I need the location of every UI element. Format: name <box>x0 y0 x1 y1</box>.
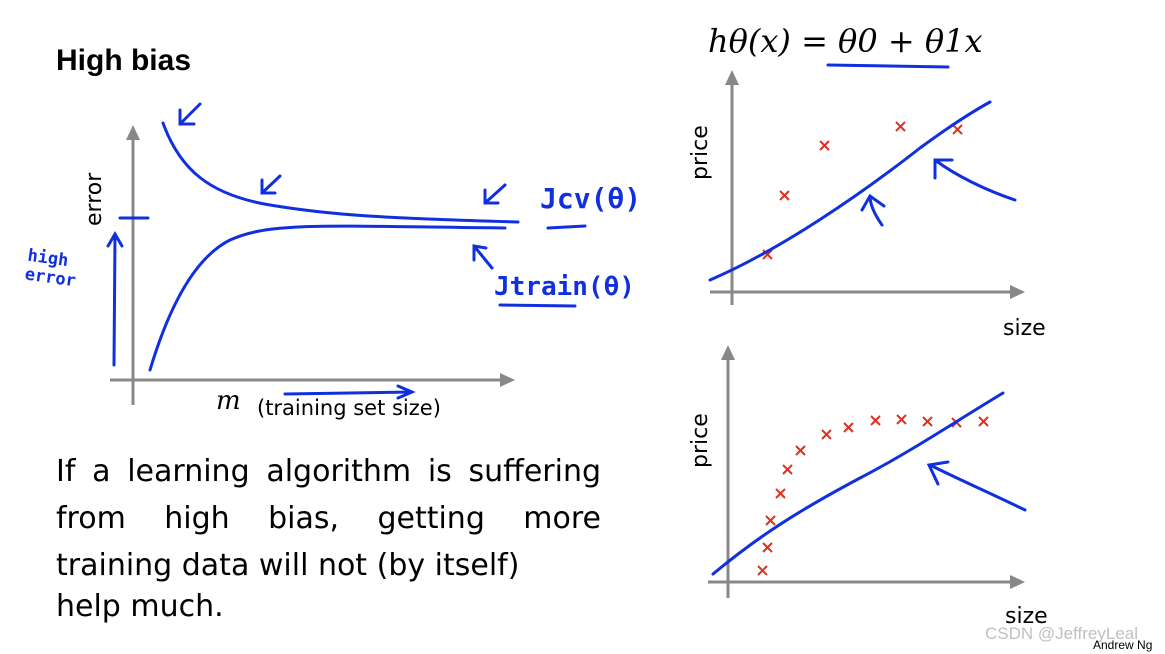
slide-title: High bias <box>56 44 192 77</box>
error-axis-arrowhead <box>126 125 140 140</box>
top-fit-line <box>708 100 992 282</box>
caption-text: If a learning algorithm is suffering fro… <box>56 454 601 583</box>
data-point <box>952 124 963 135</box>
jcv-curve <box>161 121 520 224</box>
cv-end-pointer-icon <box>483 183 507 205</box>
data-point <box>775 488 786 499</box>
caption-last-line: help much. <box>56 589 224 624</box>
data-point <box>762 542 773 553</box>
high-error-note: high error <box>24 246 80 292</box>
data-point <box>895 121 906 132</box>
top-fit-arrow-icon <box>860 193 886 227</box>
error-axis-label: error <box>82 172 107 226</box>
data-point <box>922 416 933 427</box>
bottom-fit-pointer-icon <box>926 460 1027 512</box>
jtrain-underline <box>498 303 577 308</box>
data-point <box>779 190 790 201</box>
data-point <box>765 515 776 526</box>
training-size-arrow <box>283 384 416 400</box>
hypothesis-underline <box>826 63 950 69</box>
cv-start-pointer-icon <box>178 102 202 126</box>
top-fit-pointer-icon <box>933 158 1017 202</box>
bottom-fit-line <box>711 391 1005 576</box>
high-error-arrow <box>106 231 124 367</box>
data-point <box>896 414 907 425</box>
bottom-size-label: size <box>1005 604 1048 629</box>
bottom-price-label: price <box>688 413 713 468</box>
train-end-pointer-icon <box>472 244 494 270</box>
top-size-label: size <box>1003 316 1046 341</box>
data-point <box>821 429 832 440</box>
cv-middle-pointer-icon <box>260 174 282 195</box>
bottom-data-markers <box>757 414 989 576</box>
top-price-axis-arrowhead <box>725 70 739 85</box>
data-point <box>782 464 793 475</box>
data-point <box>819 140 830 151</box>
bottom-size-axis-arrowhead <box>1010 575 1025 589</box>
jtrain-curve <box>148 224 507 372</box>
author-credit: Andrew Ng <box>1093 638 1153 652</box>
jcv-label: Jcv(θ) <box>540 182 642 215</box>
training-set-size-label: (training set size) <box>257 396 441 420</box>
data-point <box>757 565 768 576</box>
csdn-watermark: CSDN @JeffreyLeal <box>985 624 1138 643</box>
learning-curve-axes <box>110 125 515 405</box>
jtrain-label: Jtrain(θ) <box>494 272 635 302</box>
m-symbol: m <box>216 386 241 416</box>
data-point <box>870 415 881 426</box>
jcv-underline <box>546 224 587 230</box>
data-point <box>795 445 806 456</box>
top-price-label: price <box>688 125 713 180</box>
hypothesis-formula: hθ(x) = θ0 + θ1x <box>708 22 983 60</box>
bottom-price-axis-arrowhead <box>721 345 735 360</box>
top-data-markers <box>762 121 963 260</box>
m-axis-arrowhead <box>500 373 515 387</box>
data-point <box>843 422 854 433</box>
top-size-axis-arrowhead <box>1010 285 1025 299</box>
data-point <box>978 416 989 427</box>
